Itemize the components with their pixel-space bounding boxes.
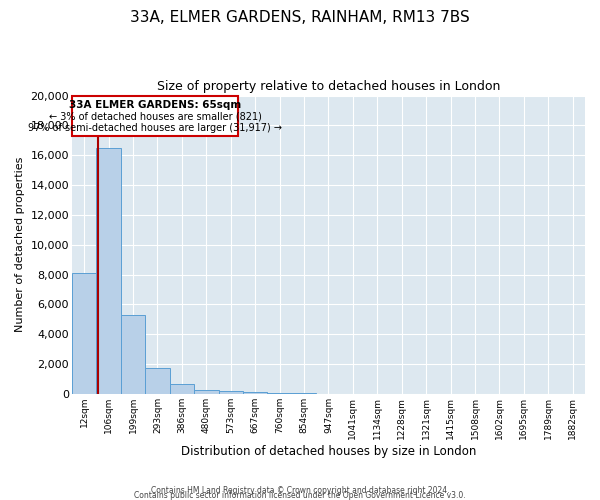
Bar	[72, 273, 97, 394]
Text: ← 3% of detached houses are smaller (821): ← 3% of detached houses are smaller (821…	[49, 112, 262, 122]
Text: 97% of semi-detached houses are larger (31,917) →: 97% of semi-detached houses are larger (…	[28, 123, 282, 133]
Bar	[97, 148, 121, 394]
Y-axis label: Number of detached properties: Number of detached properties	[15, 157, 25, 332]
Text: 33A ELMER GARDENS: 65sqm: 33A ELMER GARDENS: 65sqm	[69, 100, 241, 110]
Bar	[268, 393, 292, 394]
Bar	[145, 368, 170, 394]
Bar	[170, 384, 194, 394]
Bar	[243, 392, 268, 394]
X-axis label: Distribution of detached houses by size in London: Distribution of detached houses by size …	[181, 444, 476, 458]
Bar	[194, 390, 218, 394]
Bar	[72, 96, 238, 136]
Text: Contains HM Land Registry data © Crown copyright and database right 2024.: Contains HM Land Registry data © Crown c…	[151, 486, 449, 495]
Bar	[218, 391, 243, 394]
Text: 33A, ELMER GARDENS, RAINHAM, RM13 7BS: 33A, ELMER GARDENS, RAINHAM, RM13 7BS	[130, 10, 470, 25]
Title: Size of property relative to detached houses in London: Size of property relative to detached ho…	[157, 80, 500, 93]
Bar	[121, 315, 145, 394]
Text: Contains public sector information licensed under the Open Government Licence v3: Contains public sector information licen…	[134, 490, 466, 500]
